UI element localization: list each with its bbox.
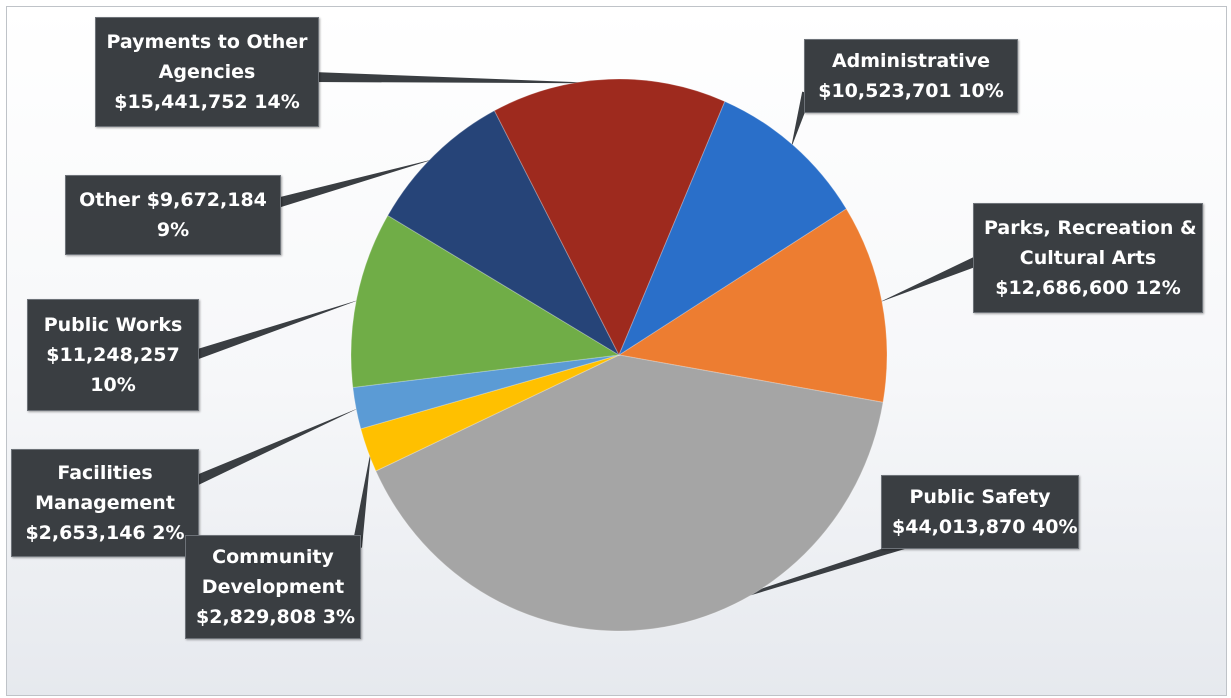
label-text: Public Safety (909, 486, 1051, 508)
label-administrative: Administrative $10,523,701 10% (804, 39, 1018, 113)
label-value: $2,653,146 2% (25, 522, 185, 544)
pie-slice-parks-recreation-cultural-arts (617, 208, 888, 403)
leader-line-payments-to-other-agencies (312, 72, 609, 84)
label-value: $12,686,600 12% (995, 277, 1181, 299)
label-other: Other $9,672,184 9% (65, 175, 281, 255)
pie-slice-public-safety (375, 354, 884, 632)
pie-slice-administrative (617, 100, 847, 357)
pie-slice-other (387, 109, 621, 357)
label-parks-recreation-cultural-arts: Parks, Recreation & Cultural Arts $12,68… (973, 203, 1203, 313)
label-payments-to-other-agencies: Payments to Other Agencies $15,441,752 1… (95, 17, 319, 127)
pie-slice-facilities-management (352, 354, 620, 430)
label-text: Payments to Other (106, 31, 308, 53)
leader-line-facilities-management (192, 407, 360, 486)
leader-line-other (275, 158, 437, 208)
pie-slice-public-works (350, 214, 621, 389)
chart-area: Payments to Other Agencies $15,441,752 1… (6, 6, 1227, 696)
leader-line-public-works (193, 299, 361, 360)
pie-slices (350, 78, 888, 632)
label-text: Cultural Arts (1019, 247, 1157, 269)
label-public-works: Public Works $11,248,257 10% (27, 299, 199, 411)
label-text: Public Works (43, 314, 183, 336)
label-facilities-management: Facilities Management $2,653,146 2% (11, 449, 199, 557)
label-public-safety: Public Safety $44,013,870 40% (881, 475, 1079, 549)
label-text: Parks, Recreation & (984, 217, 1197, 239)
label-text: Other $9,672,184 (79, 189, 267, 211)
label-value: 9% (156, 219, 190, 241)
label-text: Administrative (831, 50, 991, 72)
label-value: $44,013,870 40% (892, 516, 1078, 538)
leader-line-parks-recreation-cultural-arts (878, 256, 979, 303)
label-value: $11,248,257 (46, 344, 180, 366)
label-text: Management (35, 492, 175, 514)
pie-slice-community-development (360, 354, 620, 472)
label-text: Agencies (158, 61, 256, 83)
label-value: $2,829,808 3% (196, 606, 356, 628)
pie-chart (192, 72, 989, 632)
label-value: $10,523,701 10% (818, 80, 1004, 102)
label-value: 10% (90, 374, 136, 396)
label-text: Facilities (57, 462, 153, 484)
label-text: Development (201, 576, 345, 598)
leader-line-community-development (352, 448, 372, 548)
pie-slice-payments-to-other-agencies (493, 78, 726, 357)
label-text: Community (212, 546, 334, 568)
label-community-development: Community Development $2,829,808 3% (185, 535, 361, 639)
label-value: $15,441,752 14% (114, 91, 300, 113)
